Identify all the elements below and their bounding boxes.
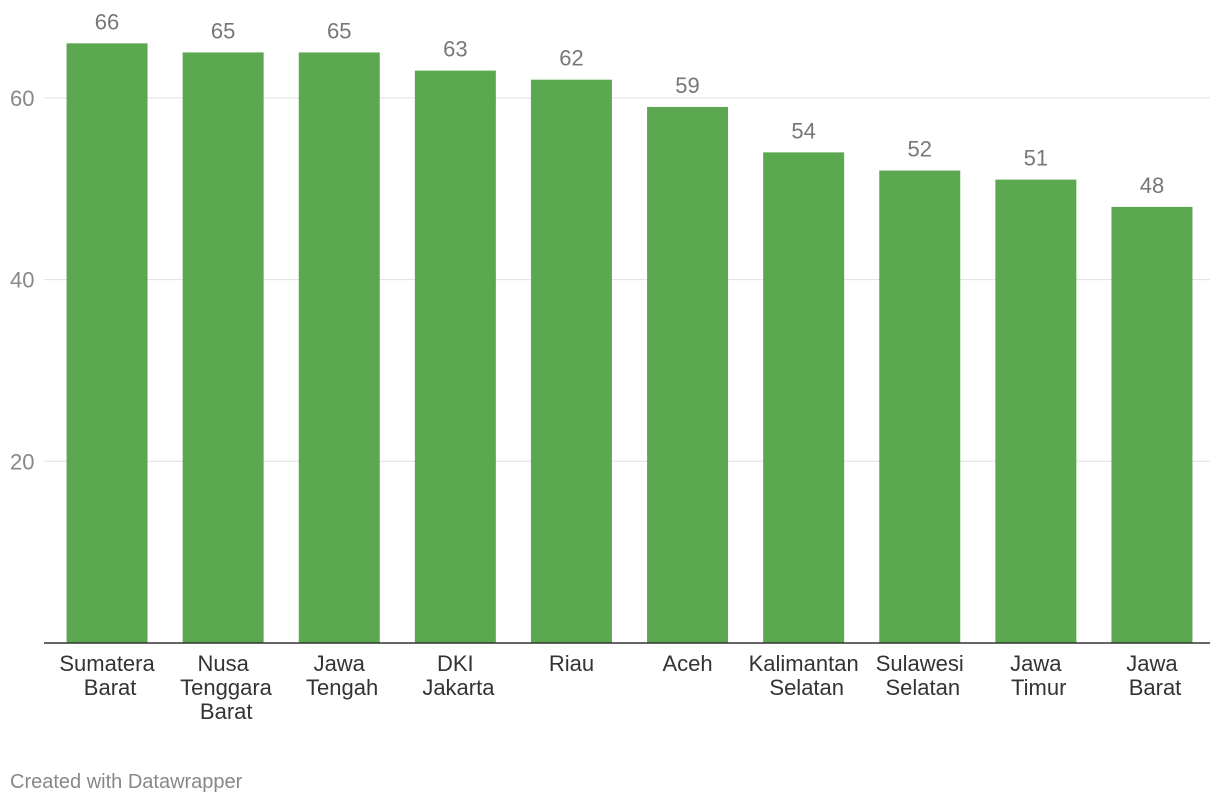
x-tick-label: Riau bbox=[549, 651, 594, 676]
y-tick-label: 20 bbox=[10, 449, 34, 474]
bar bbox=[298, 52, 380, 643]
value-label: 48 bbox=[1140, 173, 1164, 198]
bar bbox=[763, 152, 845, 643]
bar bbox=[879, 170, 961, 644]
bar bbox=[995, 179, 1077, 643]
value-label: 65 bbox=[327, 18, 351, 43]
value-label: 66 bbox=[95, 9, 119, 34]
x-tick-label: Sulawesi Selatan bbox=[876, 651, 964, 700]
x-tick-label: Sumatera Barat bbox=[59, 651, 155, 700]
value-label: 59 bbox=[675, 73, 699, 98]
bar bbox=[647, 106, 729, 643]
value-label: 63 bbox=[443, 37, 467, 62]
bar bbox=[182, 52, 264, 643]
y-tick-label: 40 bbox=[10, 268, 34, 293]
x-tick-label: Jawa Tengah bbox=[300, 651, 378, 700]
credit: Created with Datawrapper bbox=[10, 771, 243, 793]
value-label: 51 bbox=[1024, 146, 1048, 171]
x-tick-label: DKI Jakarta bbox=[416, 651, 495, 700]
value-label: 65 bbox=[211, 18, 235, 43]
bar bbox=[66, 43, 148, 644]
value-label: 54 bbox=[791, 118, 815, 143]
y-tick-label: 60 bbox=[10, 86, 34, 111]
x-tick-label: Jawa Timur bbox=[1005, 651, 1066, 700]
value-label: 62 bbox=[559, 46, 583, 71]
bar bbox=[1111, 206, 1193, 643]
value-label: 52 bbox=[908, 137, 932, 162]
x-tick-label: Nusa Tenggara Barat bbox=[174, 651, 272, 724]
bar bbox=[414, 70, 496, 644]
x-tick-label: Kalimantan Selatan bbox=[749, 651, 859, 700]
bar bbox=[530, 79, 612, 643]
x-tick-label: Jawa Barat bbox=[1123, 651, 1182, 700]
x-tick-label: Aceh bbox=[662, 651, 712, 676]
